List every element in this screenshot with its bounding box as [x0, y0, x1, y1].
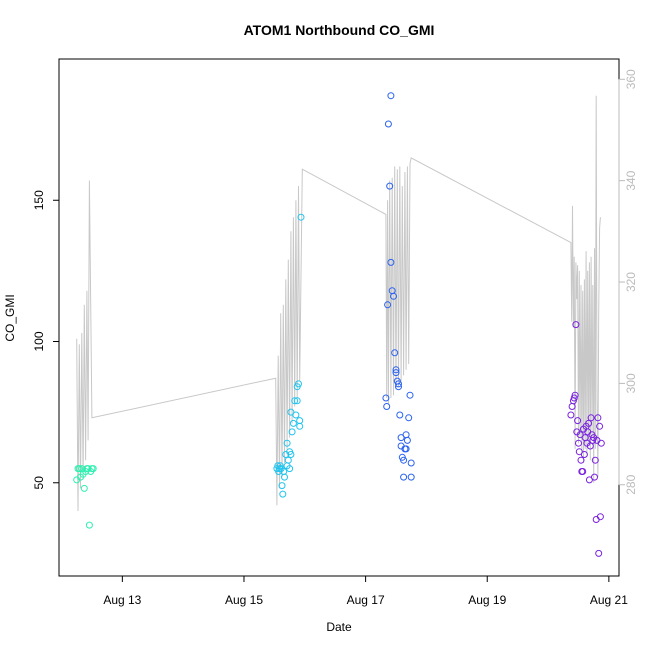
data-point — [281, 473, 288, 481]
data-point — [570, 394, 578, 402]
data-point — [405, 414, 413, 422]
data-point — [284, 456, 292, 464]
point-series — [73, 92, 605, 557]
data-point — [292, 411, 300, 419]
data-point — [596, 513, 604, 521]
x-tick-label: Aug 19 — [468, 593, 506, 607]
data-point — [283, 439, 291, 447]
data-point — [397, 434, 405, 442]
secondary-y-axis: 280 300 320 340 360 — [618, 69, 638, 495]
data-point — [585, 419, 593, 427]
y-axis: 50 100 150 — [32, 190, 60, 490]
y2-tick-label: 280 — [624, 474, 638, 494]
data-point — [587, 414, 595, 422]
data-point — [595, 549, 603, 557]
data-point — [400, 456, 408, 464]
data-point — [390, 292, 397, 300]
line-series-path — [76, 95, 601, 512]
data-point — [407, 459, 415, 467]
data-point — [592, 516, 600, 523]
data-point — [575, 439, 582, 447]
data-point — [406, 391, 414, 399]
data-point — [396, 411, 404, 419]
data-point — [591, 456, 599, 464]
plot-frame — [58, 58, 620, 577]
data-point — [75, 465, 83, 473]
data-point — [571, 391, 579, 399]
data-point — [574, 417, 582, 425]
y2-tick-label: 340 — [624, 170, 638, 190]
data-point — [286, 465, 294, 473]
data-point — [403, 436, 411, 444]
data-point — [579, 468, 587, 475]
data-point — [384, 301, 392, 309]
y-tick-label: 50 — [32, 476, 46, 490]
data-point — [577, 456, 585, 464]
data-point — [278, 482, 286, 490]
data-point — [276, 462, 284, 470]
data-point — [296, 422, 304, 430]
data-point — [295, 380, 302, 388]
data-point — [580, 451, 588, 458]
data-point — [572, 321, 580, 329]
data-point — [407, 473, 415, 481]
data-point — [591, 473, 598, 481]
data-point — [287, 408, 295, 416]
data-point — [575, 448, 583, 456]
y2-tick-label: 300 — [624, 373, 638, 393]
x-tick-label: Aug 21 — [590, 593, 628, 607]
data-point — [291, 397, 299, 405]
data-point — [402, 431, 410, 439]
y2-tick-label: 320 — [624, 272, 638, 292]
data-point — [594, 414, 602, 422]
x-axis-label: Date — [326, 620, 352, 634]
data-point — [387, 258, 395, 266]
data-point — [395, 383, 402, 391]
data-point — [402, 445, 410, 453]
data-point — [85, 521, 93, 529]
data-point — [392, 366, 400, 374]
data-point — [89, 465, 97, 473]
data-point — [384, 120, 392, 128]
data-point — [80, 484, 88, 492]
data-point — [568, 403, 576, 410]
data-point — [297, 213, 305, 221]
data-point — [289, 419, 297, 427]
line-series — [76, 95, 601, 512]
data-point — [400, 473, 408, 481]
x-tick-label: Aug 15 — [225, 593, 263, 607]
data-point — [586, 442, 594, 450]
data-point — [287, 451, 295, 458]
data-point — [296, 417, 304, 425]
data-point — [387, 92, 395, 100]
y-tick-label: 150 — [32, 190, 46, 210]
data-point — [293, 397, 301, 405]
x-axis: Aug 13 Aug 15 Aug 17 Aug 19 Aug 21 — [103, 575, 628, 607]
x-tick-label: Aug 17 — [347, 593, 385, 607]
y-axis-label: CO_GMI — [3, 294, 17, 341]
data-point — [392, 369, 400, 377]
x-tick-label: Aug 13 — [103, 593, 141, 607]
data-point — [391, 349, 399, 357]
data-point — [596, 422, 604, 430]
data-point — [597, 439, 605, 447]
data-point — [395, 380, 402, 388]
data-point — [383, 403, 391, 410]
y2-tick-label: 360 — [624, 69, 638, 89]
data-point — [382, 394, 390, 402]
chart-title: ATOM1 Northbound CO_GMI — [244, 22, 435, 38]
y-tick-label: 100 — [32, 331, 46, 351]
data-point — [576, 431, 584, 439]
data-point — [567, 411, 575, 419]
data-point — [386, 182, 394, 190]
data-point — [288, 428, 296, 436]
data-point — [279, 490, 287, 498]
